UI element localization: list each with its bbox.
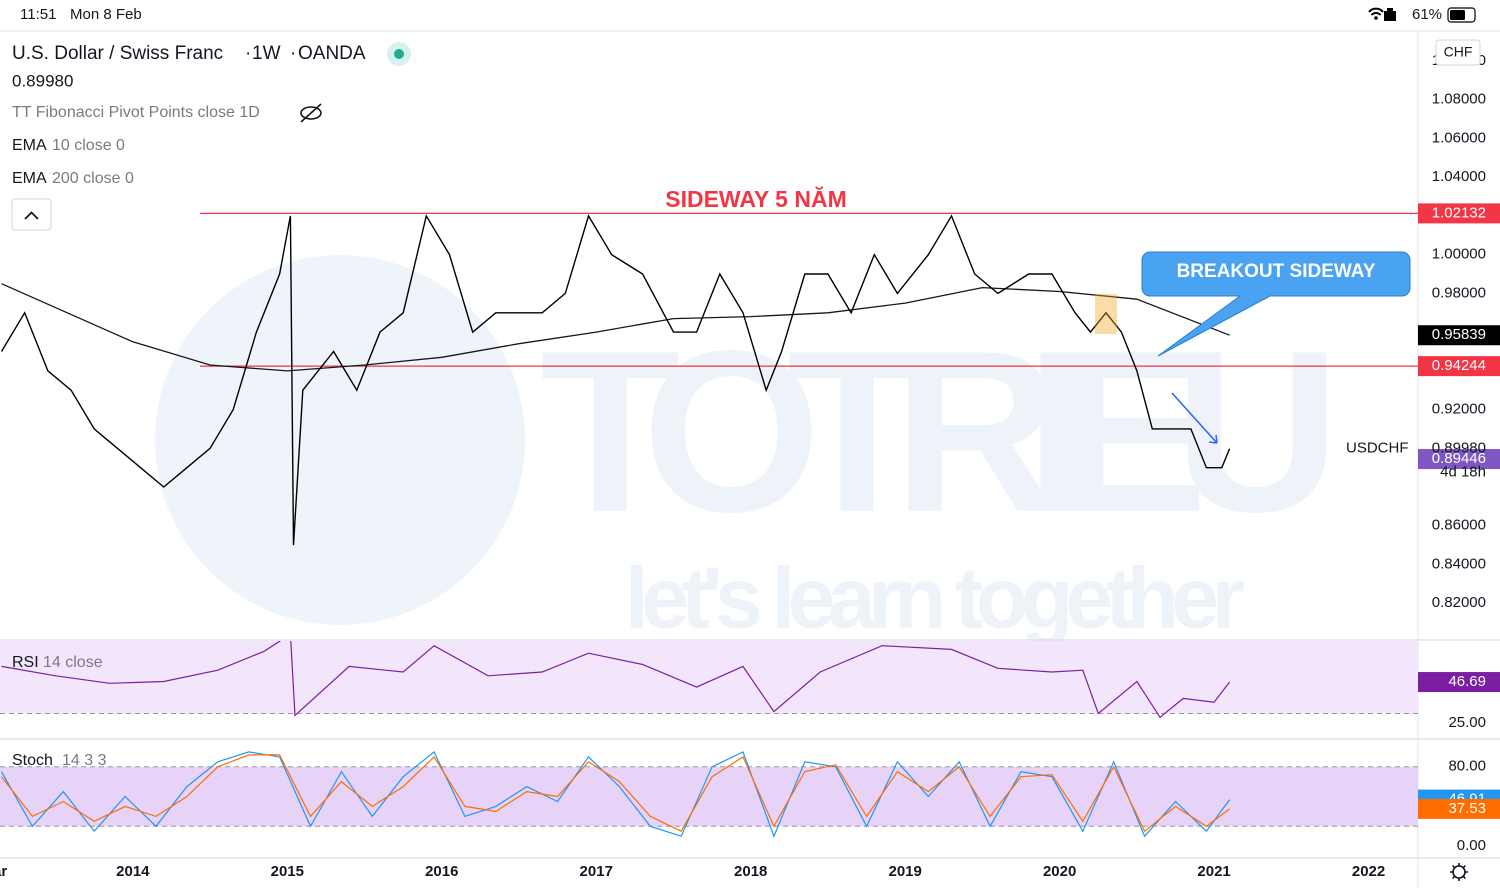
- rsi-line: [1, 641, 1231, 719]
- highlight-box: [1095, 294, 1117, 334]
- indicator-band: [0, 766, 1418, 827]
- y-tick-label: 1.04000: [1432, 168, 1486, 185]
- orientation-icon: [1384, 8, 1396, 21]
- y-tick-label: 0.86000: [1432, 517, 1486, 534]
- annotation-sideway: SIDEWAY 5 NĂM: [665, 185, 847, 212]
- dot-sep: ·: [245, 43, 251, 64]
- indicator-params: 14 3 3: [62, 752, 107, 769]
- wifi-icon: [1368, 7, 1384, 16]
- x-tick-label: 2018: [734, 863, 767, 880]
- interval: 1W: [252, 43, 281, 64]
- symbol-name: U.S. Dollar / Swiss Franc: [12, 43, 223, 64]
- ema200-line: [1, 283, 1230, 372]
- indicator-band: [0, 641, 1418, 714]
- eye-icon[interactable]: [300, 106, 322, 120]
- price-tag: [1418, 325, 1500, 346]
- last-price-label: 0.89980: [1432, 440, 1486, 457]
- indicator-name: EMA: [12, 170, 47, 187]
- x-tick-label: 2016: [425, 863, 458, 880]
- status-date: Mon 8 Feb: [70, 6, 142, 23]
- y-tick-label: 80.00: [1448, 758, 1486, 775]
- x-tick-label: 2019: [888, 863, 921, 880]
- price-tag-label: 0.94244: [1432, 357, 1486, 374]
- indicator-name: Stoch: [12, 752, 53, 769]
- price-tag: [1418, 449, 1500, 470]
- rsi-tag-label: 46.69: [1448, 673, 1486, 690]
- indicator-name: TT Fibonacci Pivot Points close 1D: [12, 104, 260, 121]
- header-price: 0.89980: [12, 71, 73, 90]
- x-tick-label: 2020: [1043, 863, 1076, 880]
- indicator-name: EMA: [12, 137, 47, 154]
- currency-label[interactable]: CHF: [1444, 44, 1473, 60]
- chevron-up[interactable]: [24, 211, 39, 220]
- trend-arrow: [1171, 392, 1218, 444]
- price-tag: [1418, 203, 1500, 224]
- annotation-callout: [1141, 251, 1411, 357]
- y-tick-label: 1.06000: [1432, 129, 1486, 146]
- indicator-params: 200 close 0: [52, 170, 134, 187]
- dot-sep: ·: [290, 43, 296, 64]
- market-status-dot: [394, 49, 404, 59]
- y-tick-label: 0.82000: [1432, 594, 1486, 611]
- settings-button[interactable]: [1450, 863, 1468, 881]
- x-tick-label: 2022: [1352, 863, 1385, 880]
- stoch-tag-label: 37.53: [1448, 800, 1486, 817]
- y-tick-label: 0.98000: [1432, 284, 1486, 301]
- currency-button[interactable]: CHF: [1435, 39, 1481, 66]
- collapse-button[interactable]: [11, 198, 52, 231]
- y-tick-label: 0.92000: [1432, 401, 1486, 418]
- y-tick-label: 1.00000: [1432, 246, 1486, 263]
- status-time: 11:51: [20, 6, 56, 23]
- collapse-button-box[interactable]: [11, 198, 52, 231]
- y-tick-label: 0.84000: [1432, 555, 1486, 572]
- watermark-title: TOTRIEU: [540, 303, 1340, 560]
- indicator-params: 14 close: [43, 654, 103, 671]
- y-tick-label: 25.00: [1448, 714, 1486, 731]
- source: OANDA: [298, 43, 366, 64]
- eye-slash[interactable]: [300, 103, 322, 123]
- battery-percent: 61%: [1412, 6, 1442, 23]
- gear-teeth[interactable]: [1450, 863, 1468, 881]
- x-tick-label: 2015: [271, 863, 304, 880]
- price-tag-label: 1.02132: [1432, 204, 1486, 221]
- watermark: TOTRIEU let's learn together: [155, 255, 1340, 647]
- countdown: 4d 18h: [1440, 464, 1486, 481]
- indicator-name: RSI: [12, 654, 39, 671]
- x-tick-label: 2014: [116, 863, 150, 880]
- stoch-line: [0, 750, 1231, 838]
- x-tick-label: 2021: [1197, 863, 1230, 880]
- currency-button-box[interactable]: [1435, 39, 1481, 66]
- price-tag-label: 0.89446: [1432, 450, 1486, 467]
- battery-outline: [1447, 7, 1476, 23]
- gear-ring[interactable]: [1452, 865, 1466, 879]
- last-price-name: USDCHF: [1346, 440, 1409, 457]
- price-line: [0, 214, 1231, 546]
- hide-indicator-button[interactable]: [300, 103, 322, 123]
- battery-level: [1450, 10, 1465, 20]
- annotation-breakout: BREAKOUT SIDEWAY: [1177, 261, 1376, 282]
- y-tick-label: 0.00: [1457, 837, 1486, 854]
- watermark-tagline: let's learn together: [625, 551, 1245, 647]
- stoch-tag: [1418, 798, 1500, 819]
- x-tick-label: ar: [0, 863, 7, 880]
- watermark-logo: [155, 255, 525, 625]
- price-tag-label: 0.95839: [1432, 326, 1486, 343]
- wifi-dot: [1374, 16, 1378, 20]
- indicator-params: 10 close 0: [52, 137, 125, 154]
- y-tick-label: 1.08000: [1432, 91, 1486, 108]
- stoch-line: [1, 754, 1230, 833]
- rsi-tag: [1418, 672, 1500, 693]
- x-tick-label: 2017: [580, 863, 613, 880]
- price-tag: [1418, 356, 1500, 377]
